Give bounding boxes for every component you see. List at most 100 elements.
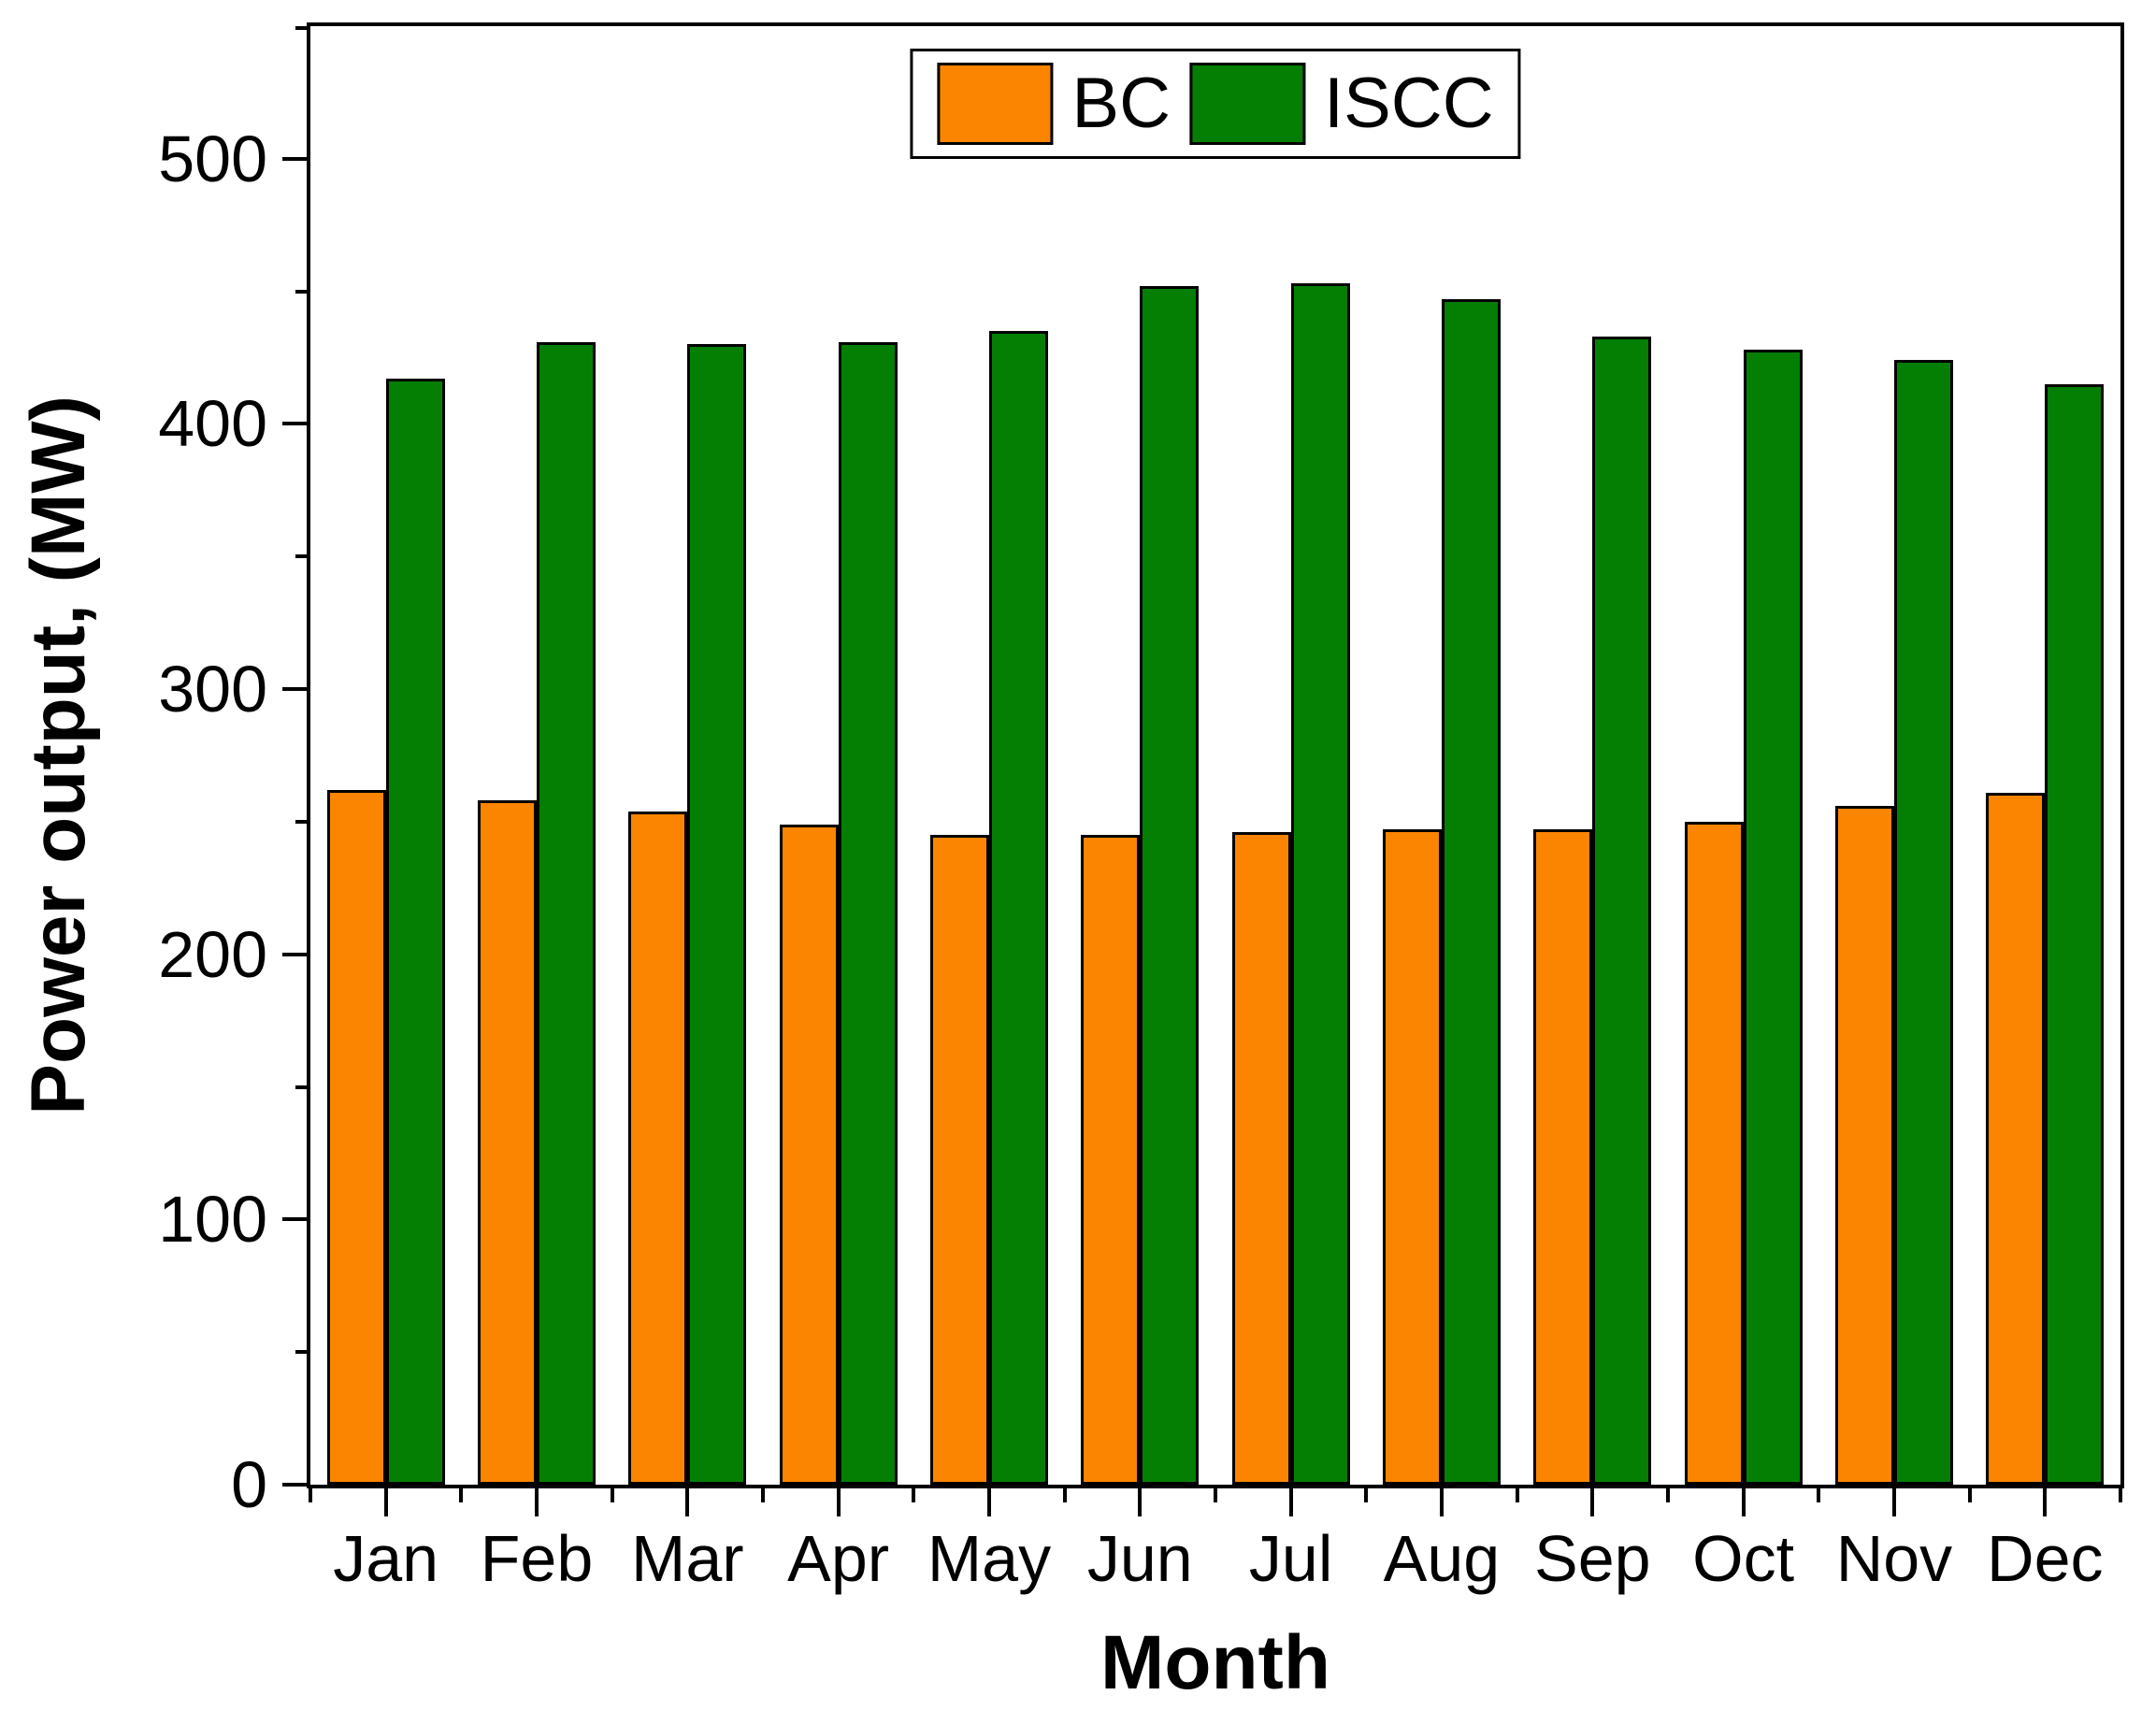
bar-bc-mar [628, 811, 688, 1485]
x-major-tick [535, 1488, 539, 1516]
bars-layer [310, 26, 2120, 1485]
y-major-tick [282, 952, 310, 956]
x-tick-label-sep: Sep [1534, 1522, 1651, 1595]
x-major-tick [987, 1488, 991, 1516]
x-tick-label-oct: Oct [1692, 1522, 1795, 1595]
legend: BC ISCC [910, 49, 1521, 159]
x-major-tick [1288, 1488, 1293, 1516]
bar-iscc-nov [1893, 360, 1953, 1485]
x-axis: Jan Feb Mar Apr May Jun Jul Aug Sep Oct Nov Dec [309, 1488, 2122, 1675]
y-minor-tick [295, 1085, 310, 1089]
bar-group-apr [763, 26, 913, 1485]
x-tick-labels: Jan Feb Mar Apr May Jun Jul Aug Sep Oct Nov Dec [310, 1526, 2120, 1591]
x-minor-tick [912, 1488, 916, 1502]
bar-iscc-sep [1592, 336, 1652, 1485]
x-minor-tick [309, 1488, 312, 1502]
x-major-tick [1440, 1488, 1444, 1516]
legend-swatch-iscc [1189, 63, 1305, 145]
y-tick-label: 100 [158, 1183, 267, 1257]
x-minor-tick [2119, 1488, 2122, 1502]
y-axis: 0 100 200 300 400 500 [0, 26, 310, 1518]
x-tick-label-may: May [927, 1522, 1052, 1595]
bar-bc-may [929, 835, 989, 1485]
y-minor-tick [295, 554, 310, 559]
bar-group-feb [461, 26, 611, 1485]
bar-iscc-apr [838, 341, 898, 1485]
legend-label-bc: BC [1071, 64, 1171, 143]
bar-iscc-jun [1140, 285, 1200, 1485]
x-minor-tick [1062, 1488, 1067, 1502]
bar-iscc-aug [1441, 299, 1501, 1485]
bar-bc-jan [326, 789, 386, 1485]
bar-group-oct [1668, 26, 1818, 1485]
x-tick-label-aug: Aug [1383, 1522, 1501, 1595]
x-minor-tick [1364, 1488, 1369, 1502]
x-minor-tick [1214, 1488, 1217, 1502]
x-major-tick [1741, 1488, 1746, 1516]
legend-swatch-bc [937, 63, 1054, 145]
bar-iscc-mar [687, 344, 747, 1485]
x-major-tick [836, 1488, 841, 1516]
x-minor-tick [610, 1488, 614, 1502]
bar-bc-dec [1986, 792, 2046, 1485]
x-tick-label-jun: Jun [1086, 1522, 1193, 1595]
bar-bc-feb [477, 800, 537, 1485]
bar-group-nov [1818, 26, 1969, 1485]
bar-iscc-oct [1743, 350, 1803, 1485]
bar-group-may [913, 26, 1064, 1485]
x-minor-tick [1817, 1488, 1821, 1502]
x-major-tick [1590, 1488, 1595, 1516]
x-tick-label-mar: Mar [631, 1522, 744, 1595]
bar-iscc-feb [536, 341, 596, 1485]
bar-group-jul [1215, 26, 1366, 1485]
x-major-tick [1892, 1488, 1896, 1516]
y-minor-tick [295, 289, 310, 294]
x-tick-label-dec: Dec [1987, 1522, 2104, 1595]
y-tick-label: 200 [158, 917, 267, 991]
x-minor-tick [1666, 1488, 1670, 1502]
x-minor-tick [1515, 1488, 1519, 1502]
bar-bc-oct [1684, 821, 1744, 1485]
y-tick-label: 400 [158, 387, 267, 461]
x-axis-title: Month [1100, 1620, 1330, 1705]
plot-area: BC ISCC [307, 22, 2124, 1488]
y-tick-label: 300 [158, 653, 267, 726]
bar-iscc-jul [1290, 283, 1350, 1485]
x-minor-tick [459, 1488, 464, 1502]
y-major-tick [282, 422, 310, 426]
bar-iscc-jan [385, 379, 445, 1485]
bar-group-mar [612, 26, 763, 1485]
y-tick-label: 0 [231, 1448, 267, 1521]
y-minor-tick [295, 1350, 310, 1355]
y-major-tick [282, 687, 310, 692]
x-tick-label-nov: Nov [1835, 1522, 1953, 1595]
bar-bc-apr [779, 824, 839, 1485]
bar-iscc-dec [2045, 383, 2105, 1485]
y-major-tick [282, 1217, 310, 1222]
y-minor-tick [295, 819, 310, 824]
bar-group-dec [1970, 26, 2120, 1485]
x-major-tick [685, 1488, 690, 1516]
x-tick-label-jul: Jul [1248, 1522, 1333, 1595]
bar-bc-nov [1834, 805, 1894, 1485]
bar-bc-sep [1533, 829, 1593, 1485]
x-major-tick [383, 1488, 388, 1516]
y-tick-label: 500 [158, 122, 267, 195]
bar-group-jan [310, 26, 461, 1485]
y-major-tick [282, 156, 310, 161]
x-major-tick [2043, 1488, 2048, 1516]
bar-group-aug [1366, 26, 1516, 1485]
y-minor-tick [295, 26, 310, 30]
bar-group-jun [1065, 26, 1215, 1485]
legend-label-iscc: ISCC [1324, 64, 1494, 143]
bar-bc-aug [1382, 829, 1442, 1485]
x-minor-tick [1967, 1488, 1972, 1502]
bar-bc-jun [1081, 835, 1141, 1485]
bar-iscc-may [988, 331, 1048, 1485]
x-tick-label-feb: Feb [480, 1522, 594, 1595]
bar-bc-jul [1231, 832, 1291, 1485]
bar-group-sep [1517, 26, 1668, 1485]
x-tick-label-apr: Apr [787, 1522, 890, 1595]
y-major-tick [282, 1483, 310, 1487]
